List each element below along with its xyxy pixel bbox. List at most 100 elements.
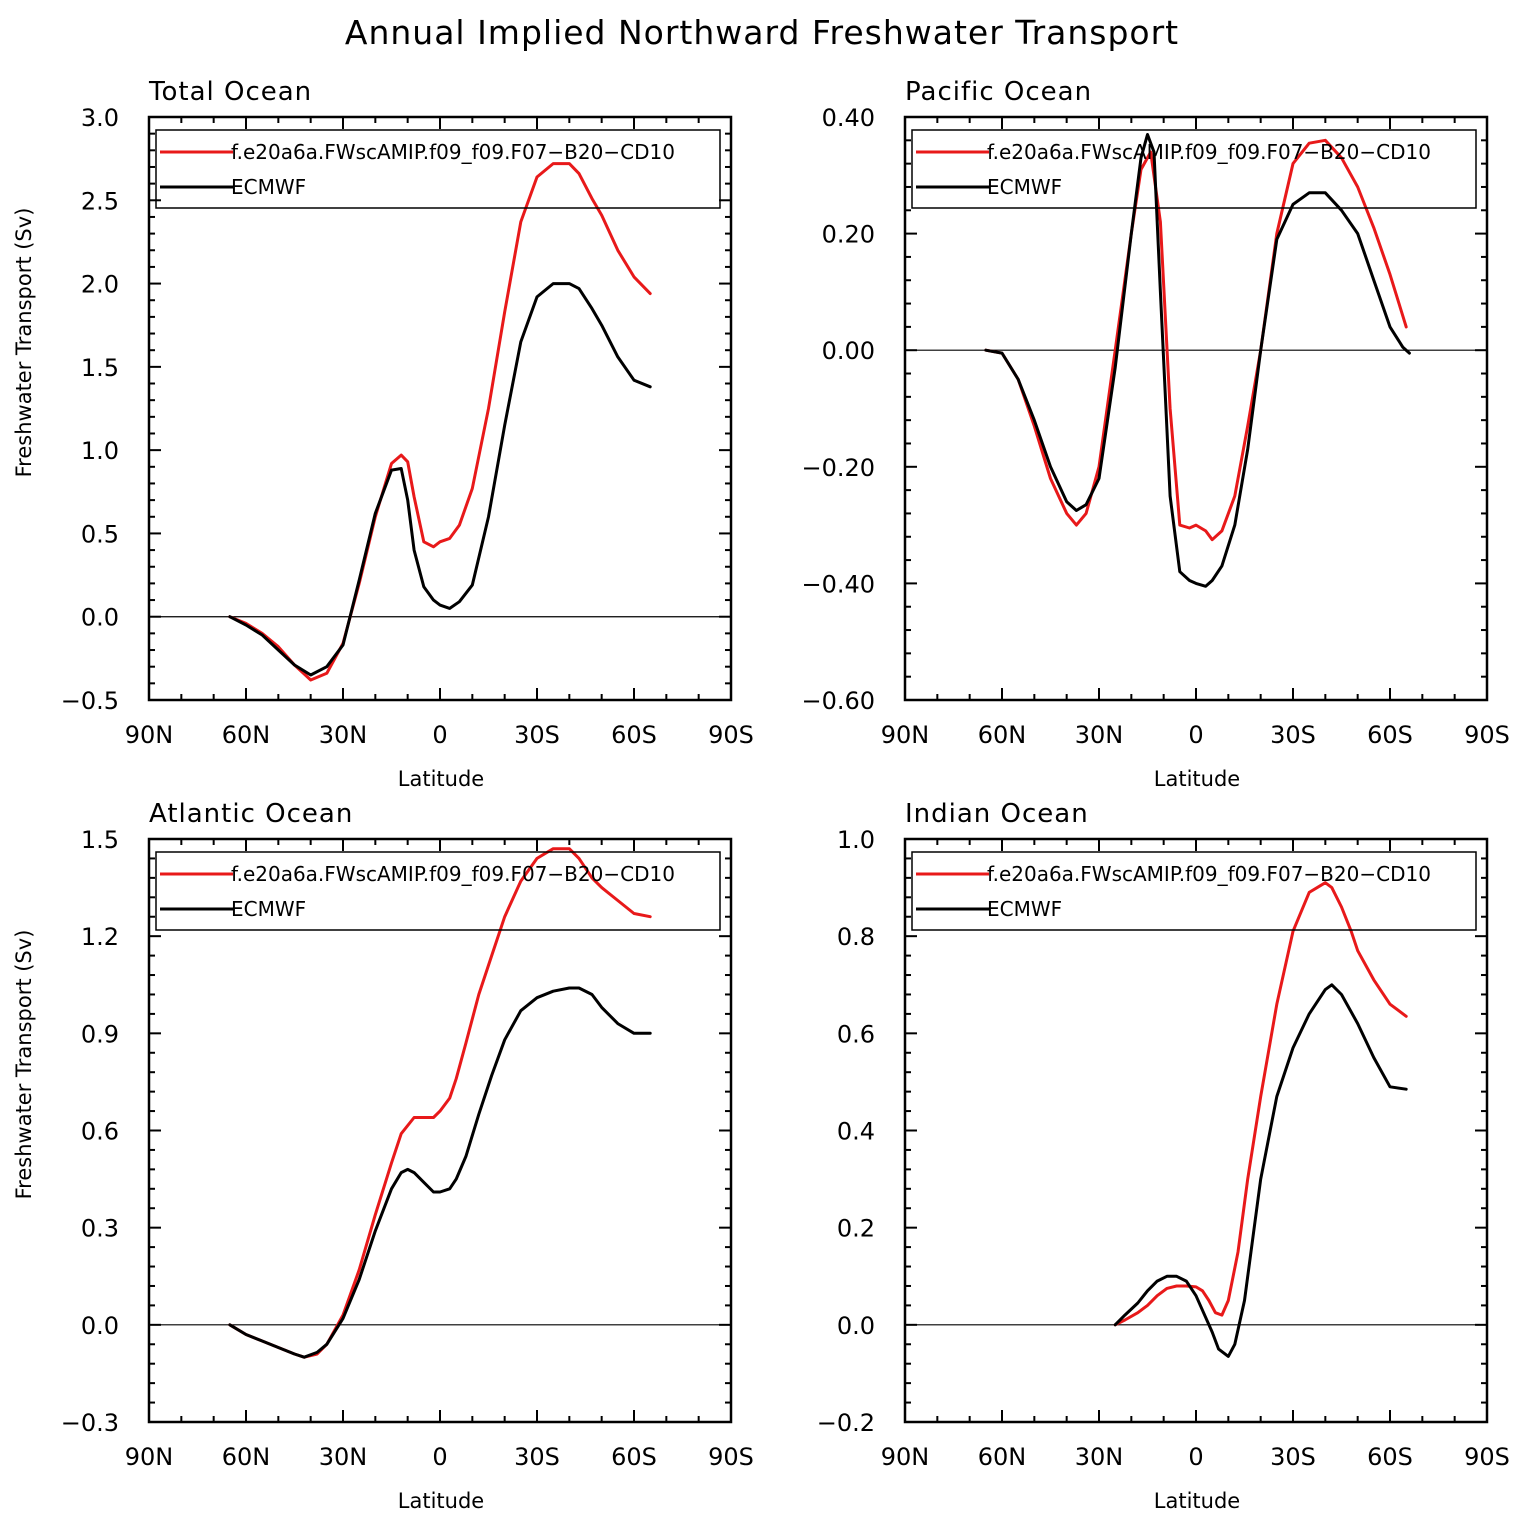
x-tick-label: 60N <box>222 1443 271 1471</box>
y-tick-label: 0.8 <box>837 923 875 951</box>
y-tick-label: 0.20 <box>822 221 875 249</box>
y-tick-label: 0.0 <box>81 1312 119 1340</box>
legend-label: f.e20a6a.FWscAMIP.f09_f09.F07−B20−CD10 <box>987 862 1431 886</box>
series-line <box>228 162 652 682</box>
y-tick-label: 0.3 <box>81 1215 119 1243</box>
x-tick-label: 0 <box>1188 1443 1203 1471</box>
y-tick-label: 0.4 <box>837 1118 875 1146</box>
x-tick-label: 60S <box>611 1443 657 1471</box>
x-tick-label: 90S <box>1464 1443 1510 1471</box>
y-tick-label: 2.5 <box>81 187 119 215</box>
y-tick-label: 0.0 <box>81 604 119 632</box>
legend-label: f.e20a6a.FWscAMIP.f09_f09.F07−B20−CD10 <box>231 140 675 164</box>
x-tick-label: 90N <box>125 721 174 749</box>
x-tick-label: 30N <box>319 721 368 749</box>
legend-label: ECMWF <box>987 897 1062 921</box>
legend: f.e20a6a.FWscAMIP.f09_f09.F07−B20−CD10 EC… <box>155 129 721 209</box>
x-tick-label: 90N <box>881 721 930 749</box>
chart-panel: Pacific Ocean 90N 60N 30N 0 30S 60S 90S −0.60 −0.… <box>801 77 1509 791</box>
y-tick-label: −0.3 <box>61 1409 119 1437</box>
x-tick-label: 30N <box>319 1443 368 1471</box>
x-tick-label: 30S <box>1270 1443 1316 1471</box>
y-tick-label: 0.40 <box>822 104 875 132</box>
y-tick-label: 0.6 <box>837 1020 875 1048</box>
y-tick-label: −0.20 <box>801 454 875 482</box>
legend-box <box>155 129 721 209</box>
x-axis-label: Latitude <box>398 1489 484 1513</box>
x-tick-label: 30S <box>514 721 560 749</box>
x-tick-label: 60S <box>1367 1443 1413 1471</box>
y-tick-label: 0.2 <box>837 1215 875 1243</box>
x-tick-label: 0 <box>432 1443 447 1471</box>
y-axis-label: Freshwater Transport (Sv) <box>12 930 36 1200</box>
legend: f.e20a6a.FWscAMIP.f09_f09.F07−B20−CD10 EC… <box>155 851 721 931</box>
y-tick-label: 2.0 <box>81 271 119 299</box>
chart-panel: Atlantic Ocean 90N 60N 30N 0 30S 60S 90S −0.3 0.0… <box>12 799 754 1513</box>
y-tick-label: 0.6 <box>81 1118 119 1146</box>
legend: f.e20a6a.FWscAMIP.f09_f09.F07−B20−CD10 EC… <box>911 129 1477 209</box>
x-tick-label: 60N <box>222 721 271 749</box>
x-tick-label: 30S <box>1270 721 1316 749</box>
figure-title: Annual Implied Northward Freshwater Tran… <box>345 13 1179 52</box>
y-tick-label: −0.5 <box>61 687 119 715</box>
y-tick-label: 1.0 <box>837 826 875 854</box>
x-tick-label: 90S <box>1464 721 1510 749</box>
series-line <box>1113 983 1408 1358</box>
x-tick-label: 90S <box>708 1443 754 1471</box>
x-tick-label: 30N <box>1075 721 1124 749</box>
y-tick-label: 3.0 <box>81 104 119 132</box>
y-tick-label: −0.40 <box>801 570 875 598</box>
legend-label: ECMWF <box>231 175 306 199</box>
x-tick-label: 0 <box>432 721 447 749</box>
plot-frame <box>147 115 733 702</box>
y-tick-label: 1.2 <box>81 923 119 951</box>
plot-frame <box>903 115 1489 702</box>
x-tick-label: 90S <box>708 721 754 749</box>
legend-label: f.e20a6a.FWscAMIP.f09_f09.F07−B20−CD10 <box>987 140 1431 164</box>
series-line <box>1113 881 1408 1327</box>
series-line <box>228 282 652 677</box>
y-tick-label: 1.5 <box>81 354 119 382</box>
legend-box <box>911 129 1477 209</box>
x-tick-label: 60N <box>978 1443 1027 1471</box>
x-axis-label: Latitude <box>1154 767 1240 791</box>
x-tick-label: 30S <box>514 1443 560 1471</box>
y-tick-label: 0.5 <box>81 520 119 548</box>
series-line <box>228 847 652 1359</box>
panel-title: Atlantic Ocean <box>149 799 353 829</box>
legend-box <box>155 851 721 931</box>
x-tick-label: 90N <box>125 1443 174 1471</box>
y-tick-label: −0.2 <box>817 1409 875 1437</box>
plot-frame <box>147 837 733 1424</box>
y-tick-label: −0.60 <box>801 687 875 715</box>
y-tick-label: 1.5 <box>81 826 119 854</box>
legend-label: f.e20a6a.FWscAMIP.f09_f09.F07−B20−CD10 <box>231 862 675 886</box>
y-tick-label: 0.9 <box>81 1020 119 1048</box>
y-tick-label: 0.0 <box>837 1312 875 1340</box>
legend-label: ECMWF <box>231 897 306 921</box>
series-line <box>984 133 1411 588</box>
x-axis-label: Latitude <box>1154 1489 1240 1513</box>
y-tick-label: 0.00 <box>822 337 875 365</box>
y-axis-label: Freshwater Transport (Sv) <box>12 208 36 478</box>
x-tick-label: 60N <box>978 721 1027 749</box>
panel-title: Pacific Ocean <box>905 77 1092 107</box>
legend: f.e20a6a.FWscAMIP.f09_f09.F07−B20−CD10 EC… <box>911 851 1477 931</box>
x-tick-label: 0 <box>1188 721 1203 749</box>
legend-label: ECMWF <box>987 175 1062 199</box>
chart-panel: Total Ocean 90N 60N 30N 0 30S 60S 90S −0.5 0.0 0.5… <box>12 77 754 791</box>
x-tick-label: 60S <box>611 721 657 749</box>
x-axis-label: Latitude <box>398 767 484 791</box>
x-tick-label: 60S <box>1367 721 1413 749</box>
chart-panel: Indian Ocean 90N 60N 30N 0 30S 60S 90S −0.2 0.0 0.… <box>817 799 1510 1513</box>
panel-title: Indian Ocean <box>905 799 1089 829</box>
x-tick-label: 30N <box>1075 1443 1124 1471</box>
series-line <box>984 138 1408 542</box>
y-tick-label: 1.0 <box>81 437 119 465</box>
plot-frame <box>903 837 1489 1424</box>
x-tick-label: 90N <box>881 1443 930 1471</box>
legend-box <box>911 851 1477 931</box>
series-line <box>228 986 652 1359</box>
panel-title: Total Ocean <box>148 77 312 107</box>
